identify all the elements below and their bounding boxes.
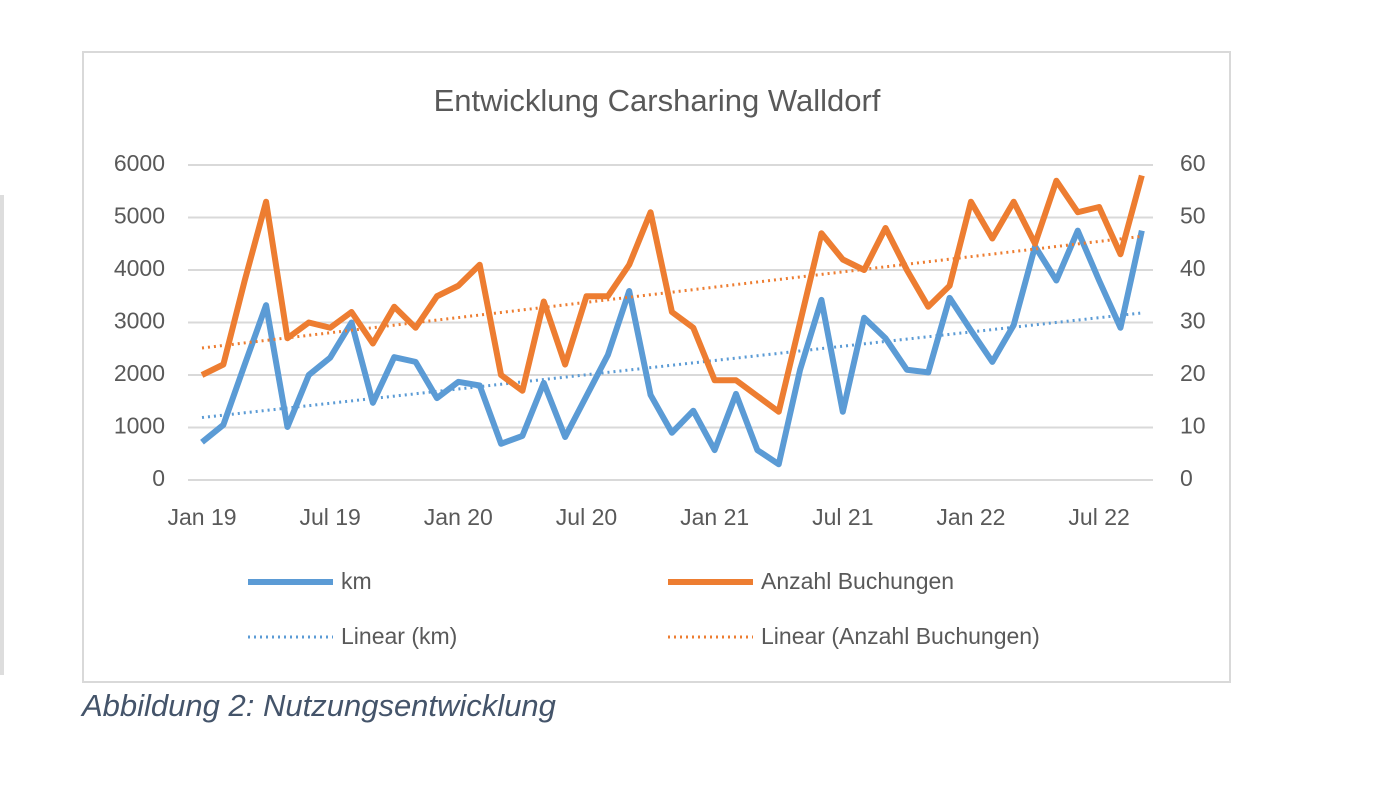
y2-tick-label: 20 — [1180, 360, 1206, 386]
legend-label: Anzahl Buchungen — [761, 568, 954, 594]
left-edge — [0, 195, 4, 675]
x-tick-label: Jul 20 — [556, 504, 617, 530]
x-tick-label: Jan 20 — [424, 504, 493, 530]
y-tick-label: 4000 — [114, 255, 165, 281]
data-line — [200, 174, 1145, 415]
y2-tick-label: 60 — [1180, 150, 1206, 176]
data-line — [200, 227, 1145, 468]
trendline — [201, 311, 1143, 420]
trendline — [201, 234, 1143, 350]
legend-label: km — [341, 568, 372, 594]
chart-title: Entwicklung Carsharing Walldorf — [434, 83, 881, 118]
legend-label: Linear (km) — [341, 623, 457, 649]
y-tick-label: 0 — [152, 465, 165, 491]
y-tick-label: 5000 — [114, 203, 165, 229]
x-tick-label: Jul 19 — [299, 504, 360, 530]
x-tick-label: Jan 22 — [936, 504, 1005, 530]
x-tick-label: Jan 21 — [680, 504, 749, 530]
y2-tick-label: 30 — [1180, 308, 1206, 334]
y2-tick-label: 50 — [1180, 203, 1206, 229]
y-tick-label: 6000 — [114, 150, 165, 176]
y2-tick-label: 0 — [1180, 465, 1193, 491]
y-tick-label: 2000 — [114, 360, 165, 386]
y-tick-label: 1000 — [114, 413, 165, 439]
legend-label: Linear (Anzahl Buchungen) — [761, 623, 1040, 649]
y2-tick-label: 10 — [1180, 413, 1206, 439]
x-tick-label: Jul 22 — [1068, 504, 1129, 530]
y-tick-label: 3000 — [114, 308, 165, 334]
x-tick-label: Jul 21 — [812, 504, 873, 530]
x-tick-label: Jan 19 — [167, 504, 236, 530]
caption: Abbildung 2: Nutzungsentwicklung — [80, 688, 556, 723]
y2-tick-label: 40 — [1180, 255, 1206, 281]
